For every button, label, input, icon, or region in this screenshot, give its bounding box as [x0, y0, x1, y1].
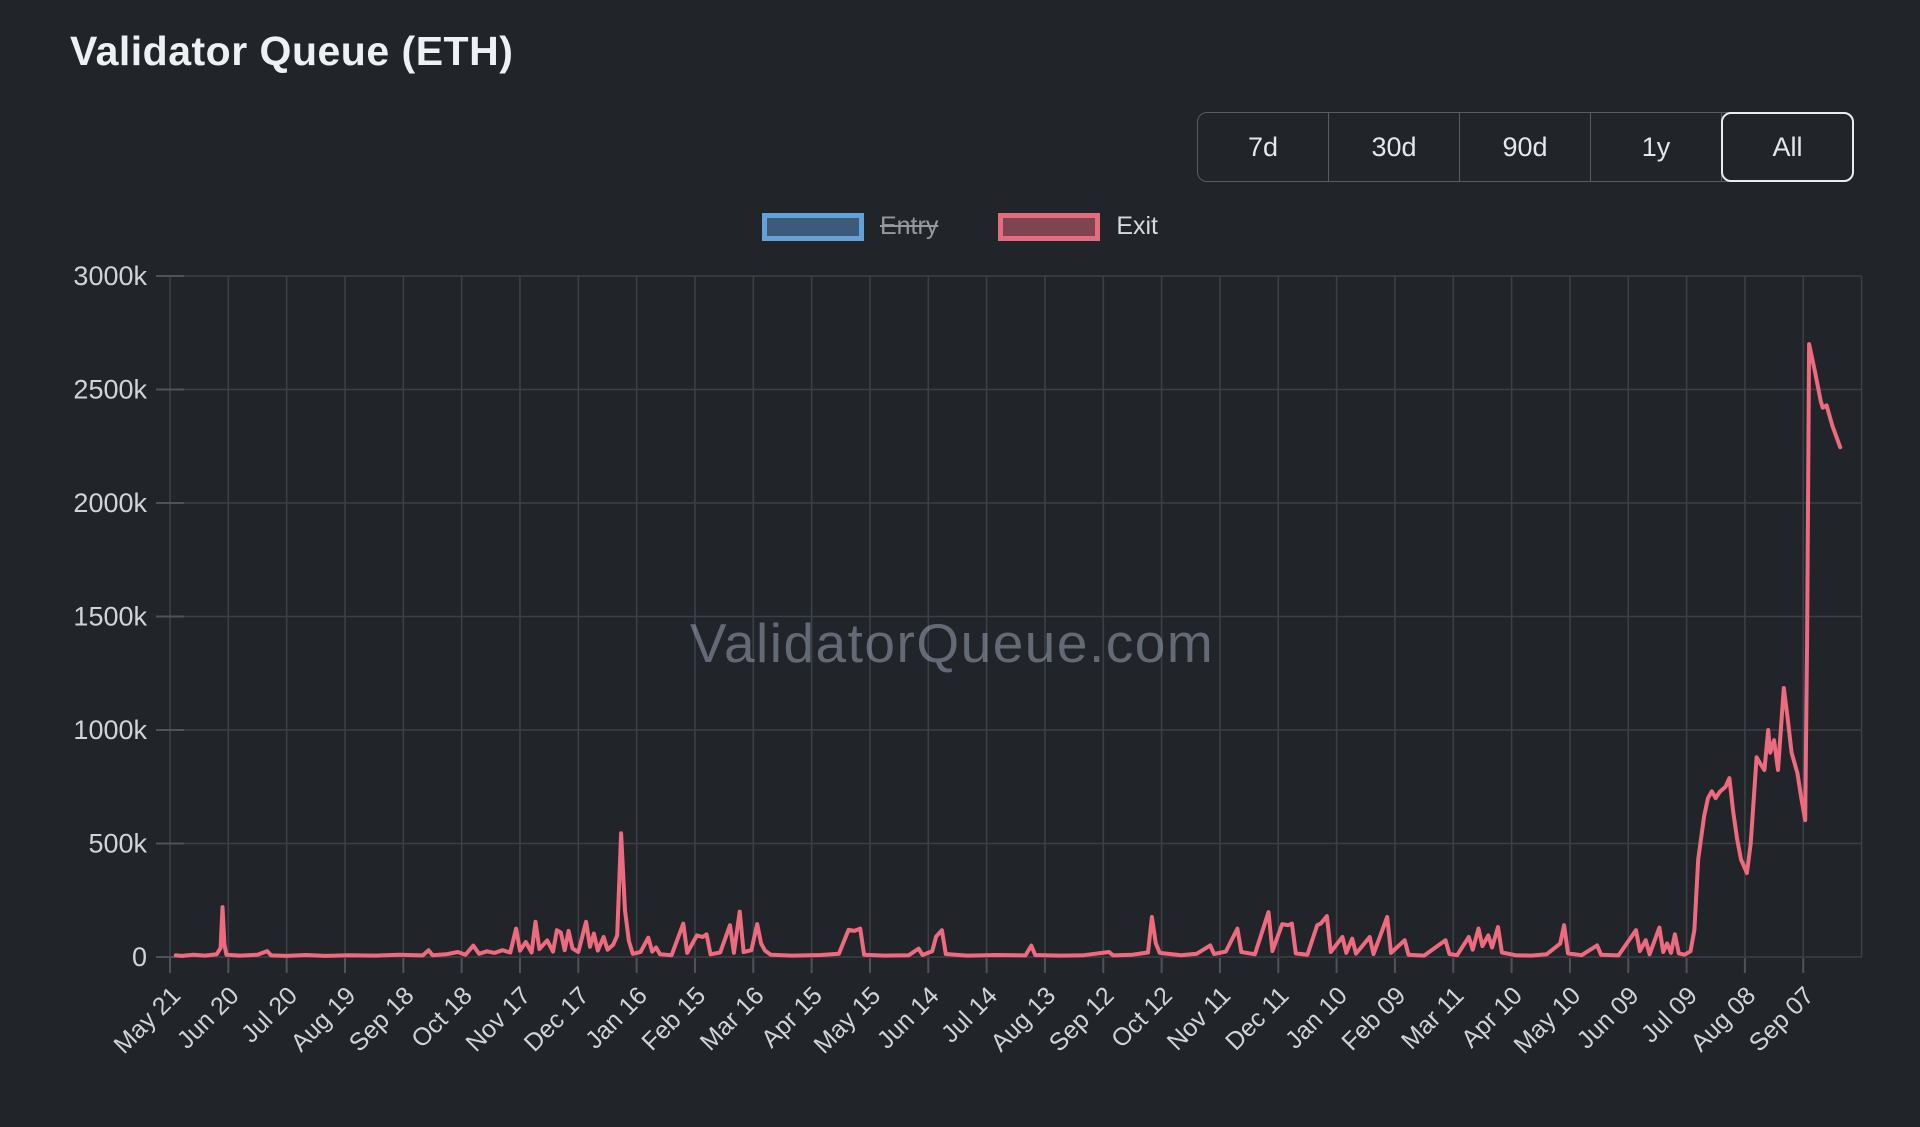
- x-axis-label: May 10: [1508, 981, 1586, 1059]
- x-axis-label: Dec 17: [519, 981, 595, 1057]
- watermark: ValidatorQueue.com: [690, 612, 1214, 674]
- y-axis-label: 500k: [88, 829, 147, 859]
- x-axis-label: Jun 20: [172, 981, 245, 1054]
- chart-legend: Entry Exit: [0, 212, 1920, 241]
- x-axis-label: May 21: [108, 981, 186, 1059]
- x-axis-label: Jun 09: [1572, 981, 1645, 1054]
- range-button-30d[interactable]: 30d: [1329, 113, 1460, 181]
- x-axis-label: Nov 17: [460, 981, 536, 1057]
- x-axis-label: Nov 11: [1162, 981, 1237, 1056]
- x-axis-label: Aug 13: [985, 981, 1061, 1057]
- legend-label-entry: Entry: [879, 212, 939, 240]
- x-axis-label: Feb 15: [636, 981, 711, 1056]
- chart-gridlines: [169, 275, 1863, 958]
- exit-queue-line: [173, 342, 1843, 958]
- legend-item-exit[interactable]: Exit: [998, 212, 1158, 241]
- x-axis-label: Mar 11: [1396, 981, 1470, 1055]
- y-axis-label: 1500k: [73, 602, 147, 632]
- x-axis-label: Aug 08: [1685, 981, 1761, 1057]
- y-axis-label: 1000k: [73, 715, 147, 745]
- page-title: Validator Queue (ETH): [70, 28, 514, 74]
- y-axis-labels: 0 500k 1000k 1500k 2000k 2500k 3000k: [73, 261, 147, 972]
- entry-swatch-icon: [761, 212, 864, 241]
- x-axis-label: Sep 18: [344, 981, 420, 1057]
- y-axis-label: 0: [132, 942, 147, 972]
- x-axis-label: Dec 11: [1220, 981, 1295, 1056]
- y-axis-label: 3000k: [73, 261, 147, 291]
- x-axis-label: Aug 19: [285, 981, 361, 1057]
- legend-item-entry[interactable]: Entry: [761, 212, 939, 241]
- y-axis-label: 2500k: [73, 375, 147, 405]
- range-button-90d[interactable]: 90d: [1460, 113, 1591, 181]
- y-axis-label: 2000k: [73, 488, 147, 518]
- x-axis-label: Jun 14: [872, 981, 945, 1054]
- x-axis-label: Sep 12: [1044, 981, 1120, 1057]
- legend-label-exit: Exit: [1116, 212, 1159, 240]
- time-range-button-group: 7d 30d 90d 1y All: [1197, 112, 1854, 182]
- range-button-7d[interactable]: 7d: [1198, 113, 1329, 181]
- x-axis-label: Feb 09: [1336, 981, 1411, 1056]
- exit-swatch-icon: [998, 212, 1101, 241]
- x-axis-label: May 15: [808, 981, 886, 1059]
- x-axis-label: Sep 07: [1744, 981, 1820, 1057]
- x-axis-label: Mar 16: [695, 981, 770, 1056]
